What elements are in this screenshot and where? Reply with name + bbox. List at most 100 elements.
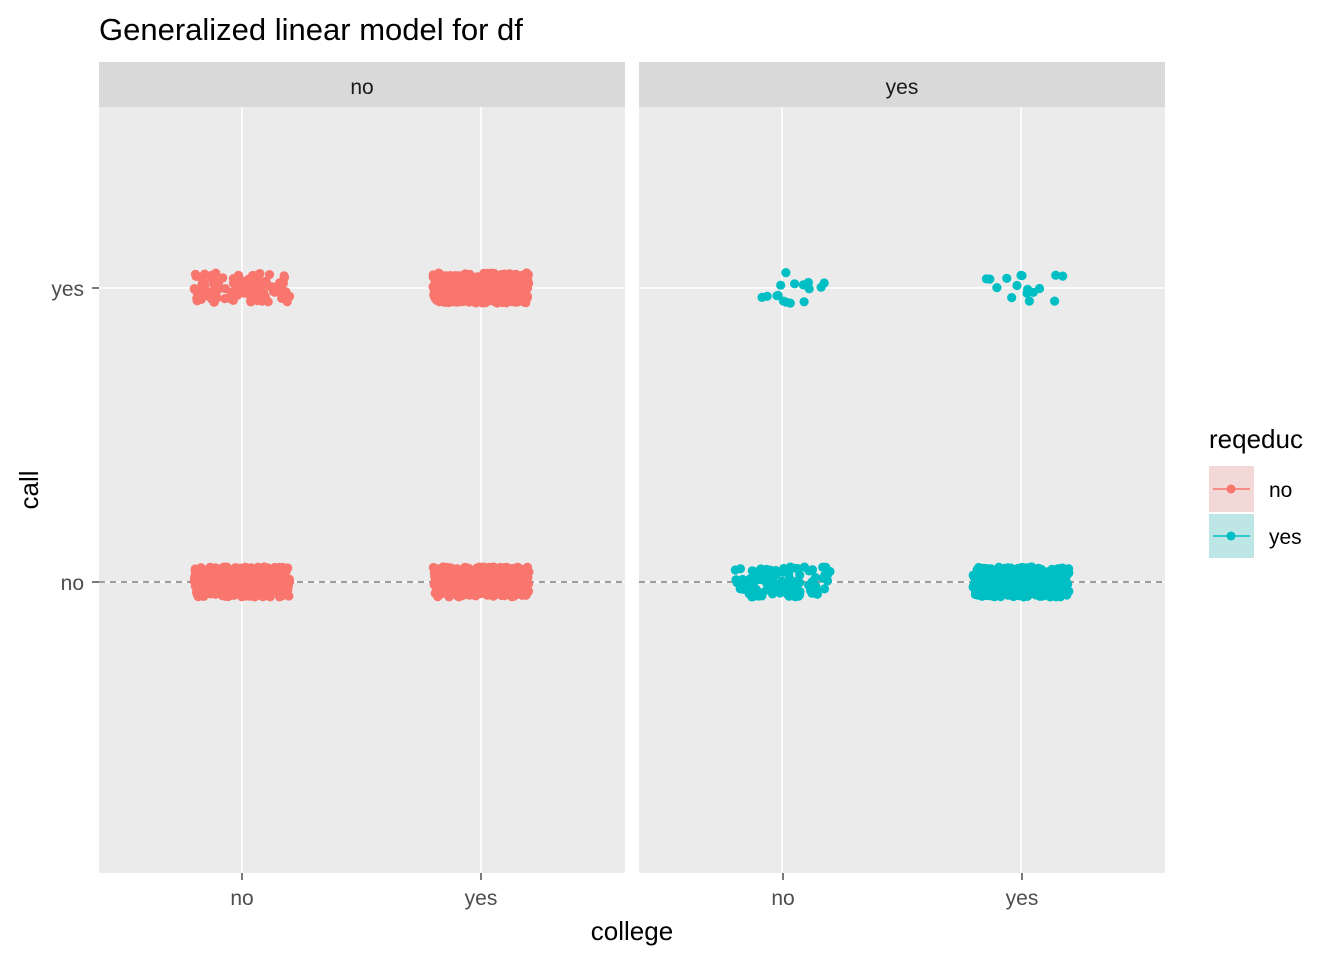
x-tick-label-no: no	[771, 887, 794, 910]
facet-strip-label-yes: yes	[886, 76, 919, 99]
data-point	[259, 277, 269, 287]
data-point	[1005, 578, 1016, 588]
data-point	[992, 283, 1002, 293]
data-point	[259, 562, 269, 572]
data-point	[1058, 271, 1068, 281]
data-point	[234, 563, 244, 574]
legend-key-point	[1226, 484, 1236, 494]
data-point	[779, 563, 789, 574]
data-point	[799, 297, 809, 307]
data-point	[207, 287, 217, 297]
data-point	[1049, 590, 1059, 601]
panel-background-no	[99, 107, 625, 873]
data-point	[457, 576, 467, 586]
data-point	[1024, 296, 1034, 306]
data-point	[752, 574, 763, 584]
data-point	[804, 580, 814, 590]
data-point	[438, 566, 448, 576]
data-point	[243, 584, 254, 594]
data-point	[479, 276, 489, 286]
panel-background-yes	[639, 107, 1165, 873]
data-point	[277, 293, 287, 303]
data-point	[766, 576, 776, 587]
data-point	[812, 589, 823, 599]
y-tick-label-no: no	[61, 572, 84, 595]
data-point	[776, 280, 786, 290]
data-point	[1016, 575, 1026, 585]
data-point	[464, 577, 474, 587]
data-point	[257, 296, 267, 306]
legend-item-no: no	[1209, 466, 1292, 512]
data-point	[450, 288, 460, 298]
data-point	[1028, 287, 1038, 297]
legend-title: reqeduc	[1209, 424, 1303, 454]
data-point	[972, 565, 982, 575]
panel-points-no	[189, 268, 534, 602]
data-point	[491, 292, 501, 302]
data-point	[786, 562, 796, 573]
data-point	[220, 284, 231, 294]
legend-item-yes: yes	[1209, 514, 1302, 558]
data-point	[225, 582, 235, 592]
data-point	[1043, 583, 1053, 593]
data-point	[1059, 573, 1069, 583]
data-point	[233, 287, 243, 297]
data-point	[242, 570, 252, 580]
data-point	[519, 577, 529, 587]
data-point	[429, 281, 439, 291]
data-point	[790, 279, 800, 289]
data-point	[226, 567, 237, 577]
data-point	[996, 566, 1006, 576]
data-point	[489, 586, 499, 596]
data-point	[1051, 270, 1061, 280]
y-axis: yes no	[51, 278, 99, 595]
data-point	[508, 276, 519, 286]
data-point	[489, 570, 499, 580]
facet-strip-no	[99, 62, 625, 107]
data-point	[816, 282, 826, 292]
data-point	[233, 571, 243, 581]
data-point	[1062, 590, 1072, 600]
data-point	[507, 563, 517, 574]
data-point	[260, 589, 271, 599]
data-point	[818, 573, 828, 583]
data-point	[744, 584, 755, 594]
data-point	[520, 296, 530, 306]
data-point	[226, 294, 236, 304]
data-point	[455, 295, 465, 305]
data-point	[508, 576, 518, 586]
panel-grid-yes	[639, 107, 1165, 873]
x-tick-label-yes: yes	[1006, 887, 1039, 910]
data-point	[1057, 582, 1067, 592]
data-point	[208, 582, 218, 592]
data-point	[762, 291, 772, 301]
data-point	[194, 572, 204, 582]
x-axis: no yes no yes	[230, 873, 1038, 910]
data-point	[192, 296, 202, 306]
data-point	[195, 272, 206, 282]
data-point	[745, 574, 755, 584]
data-point	[273, 584, 283, 594]
data-point	[818, 562, 828, 572]
data-point	[493, 272, 503, 282]
data-point	[246, 297, 256, 307]
data-point	[1002, 273, 1012, 283]
data-point	[781, 268, 791, 278]
panel-grid-no	[99, 107, 625, 873]
data-point	[254, 569, 264, 580]
legend-label-no: no	[1269, 479, 1292, 502]
data-point	[480, 562, 490, 573]
data-point	[521, 585, 532, 595]
y-tick-label-yes: yes	[51, 278, 84, 301]
data-point	[473, 289, 483, 299]
data-point	[790, 592, 801, 602]
data-point	[810, 572, 820, 583]
data-point	[785, 298, 795, 308]
data-point	[1012, 280, 1022, 291]
data-point	[253, 582, 264, 592]
legend-key-point	[1226, 531, 1236, 541]
data-point	[779, 578, 789, 588]
facet-strip-yes	[639, 62, 1165, 107]
data-point	[747, 566, 757, 576]
